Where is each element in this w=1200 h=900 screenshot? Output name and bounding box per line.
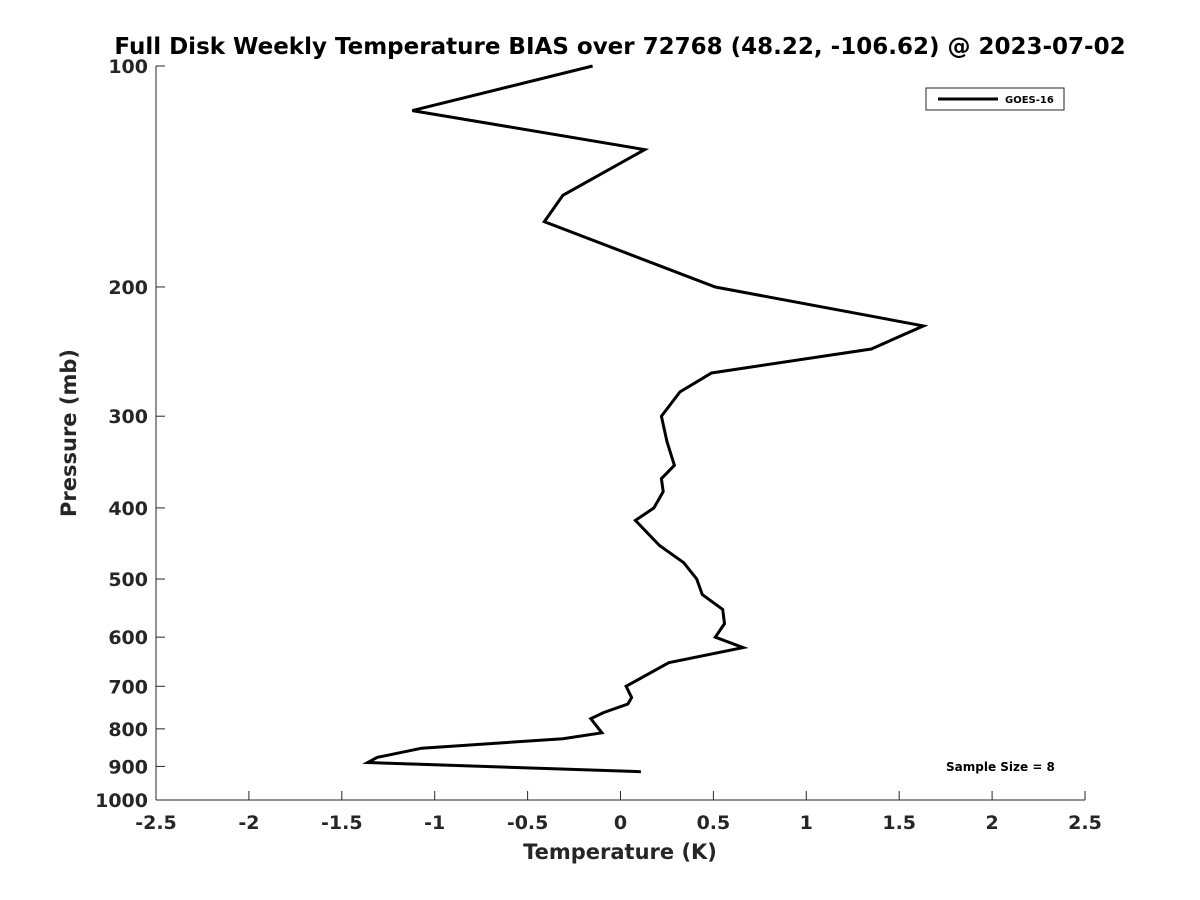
x-tick-label: 1.5: [882, 812, 916, 834]
x-tick-label: 1: [800, 812, 813, 834]
x-tick-label: -0.5: [507, 812, 549, 834]
y-axis-label: Pressure (mb): [57, 349, 81, 517]
sample-size-annotation: Sample Size = 8: [946, 760, 1055, 774]
x-tick-label: 2: [985, 812, 998, 834]
x-tick-label: -2.5: [135, 812, 177, 834]
y-tick-label: 900: [108, 756, 148, 778]
legend: GOES-16: [925, 87, 1065, 111]
y-tick-label: 500: [108, 569, 148, 591]
x-tick-label: -1: [424, 812, 445, 834]
chart-title: Full Disk Weekly Temperature BIAS over 7…: [114, 34, 1125, 60]
y-tick-label: 100: [108, 56, 148, 78]
y-tick-label: 600: [108, 627, 148, 649]
series-line-goes16: [362, 64, 929, 774]
legend-label: GOES-16: [1005, 95, 1054, 106]
x-tick-label: 2.5: [1068, 812, 1102, 834]
y-ticks: 100 200 300 400 500 600 700 800 900 1000: [95, 56, 165, 812]
x-tick-label: -2: [238, 812, 259, 834]
y-tick-label: 400: [108, 498, 148, 520]
y-tick-label: 1000: [95, 790, 148, 812]
x-axis-label: Temperature (K): [523, 840, 717, 864]
y-tick-label: 200: [108, 277, 148, 299]
x-ticks: -2.5 -2 -1.5 -1 -0.5 0 0.5 1 1.5 2 2.5: [135, 791, 1102, 834]
y-tick-label: 700: [108, 676, 148, 698]
y-tick-label: 800: [108, 719, 148, 741]
x-tick-label: -1.5: [321, 812, 363, 834]
y-tick-label: 300: [108, 406, 148, 428]
x-tick-label: 0: [614, 812, 627, 834]
x-tick-label: 0.5: [697, 812, 731, 834]
